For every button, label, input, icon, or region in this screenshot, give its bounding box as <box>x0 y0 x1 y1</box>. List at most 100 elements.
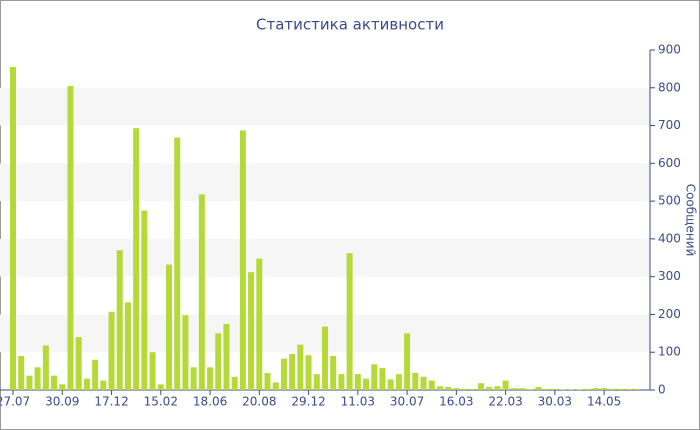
bar <box>116 250 123 390</box>
bar <box>141 210 148 390</box>
bar <box>321 326 328 390</box>
y-tick-label: 900 <box>658 43 681 57</box>
bar <box>174 137 181 390</box>
x-tick-label: 29.12 <box>291 395 325 409</box>
y-tick-label: 700 <box>658 118 681 132</box>
bar <box>124 302 131 390</box>
bar <box>75 337 82 390</box>
bar <box>59 384 66 390</box>
x-tick-label: 14.05 <box>587 395 621 409</box>
x-tick-label: 30.03 <box>538 395 572 409</box>
bar <box>67 85 74 390</box>
bar <box>469 388 476 390</box>
bar <box>338 374 345 390</box>
bar <box>568 389 575 390</box>
bar <box>354 374 361 390</box>
bar <box>535 386 542 390</box>
bar <box>133 128 140 390</box>
y-tick-label: 600 <box>658 156 681 170</box>
bar <box>404 333 411 390</box>
bar <box>527 389 534 390</box>
x-tick-label: 27.07 <box>0 395 30 409</box>
bar <box>420 376 427 390</box>
bar <box>100 380 107 390</box>
bar <box>264 373 271 390</box>
bar <box>633 388 640 390</box>
x-tick-label: 11.03 <box>341 395 375 409</box>
y-tick-label: 0 <box>658 383 666 397</box>
bar <box>34 367 41 390</box>
bar <box>387 379 394 390</box>
x-tick-label: 22.03 <box>488 395 522 409</box>
bar <box>617 388 624 390</box>
y-tick-label: 800 <box>658 80 681 94</box>
x-tick-label: 17.12 <box>94 395 128 409</box>
x-tick-label: 15.02 <box>144 395 178 409</box>
bar <box>51 375 58 390</box>
bar <box>165 264 172 390</box>
x-tick-label: 16.03 <box>439 395 473 409</box>
grid-band <box>0 238 650 277</box>
bar <box>379 368 386 390</box>
bar <box>477 383 484 390</box>
bar <box>584 388 591 390</box>
grid-band <box>0 87 650 126</box>
bar <box>108 311 115 390</box>
bar <box>592 388 599 390</box>
bar <box>26 375 33 390</box>
bar <box>10 67 17 390</box>
x-tick-label: 18.06 <box>193 395 227 409</box>
bar <box>198 194 205 390</box>
x-tick-label: 30.09 <box>45 395 79 409</box>
bar <box>190 367 197 390</box>
bar <box>215 333 222 390</box>
y-tick-label: 500 <box>658 194 681 208</box>
x-tick-label: 20.08 <box>242 395 276 409</box>
bar <box>576 389 583 390</box>
bar <box>601 388 608 390</box>
bar <box>428 380 435 390</box>
bar <box>182 315 189 390</box>
bar <box>371 364 378 390</box>
bar <box>231 376 238 390</box>
y-tick-label: 100 <box>658 345 681 359</box>
grid-band <box>0 163 650 202</box>
bar <box>551 388 558 390</box>
bar <box>83 378 90 390</box>
chart-title: Статистика активности <box>256 16 444 34</box>
bar <box>519 388 526 390</box>
bar <box>248 272 255 390</box>
bar <box>157 384 164 390</box>
bar <box>486 386 493 390</box>
bar <box>625 388 632 390</box>
bar <box>494 386 501 390</box>
bar <box>313 374 320 390</box>
bar <box>18 356 25 390</box>
bar <box>42 345 49 390</box>
bar <box>272 382 279 390</box>
bar <box>92 359 99 390</box>
bar <box>363 378 370 390</box>
bar <box>609 388 616 390</box>
bar <box>330 356 337 390</box>
y-tick-label: 200 <box>658 307 681 321</box>
bar <box>453 388 460 390</box>
bar <box>502 380 509 390</box>
bar <box>223 323 230 390</box>
bar <box>256 258 263 390</box>
y-tick-label: 300 <box>658 269 681 283</box>
bar <box>412 373 419 390</box>
x-tick-label: 30.07 <box>390 395 424 409</box>
bar <box>297 344 304 390</box>
bar <box>305 355 312 390</box>
bar <box>149 352 156 390</box>
bar <box>560 389 567 390</box>
bar <box>461 388 468 390</box>
bar <box>207 367 214 390</box>
bar <box>436 386 443 390</box>
bar <box>289 354 296 390</box>
y-axis-label: Сообщений <box>684 184 698 257</box>
bar <box>445 386 452 390</box>
y-tick-label: 400 <box>658 231 681 245</box>
